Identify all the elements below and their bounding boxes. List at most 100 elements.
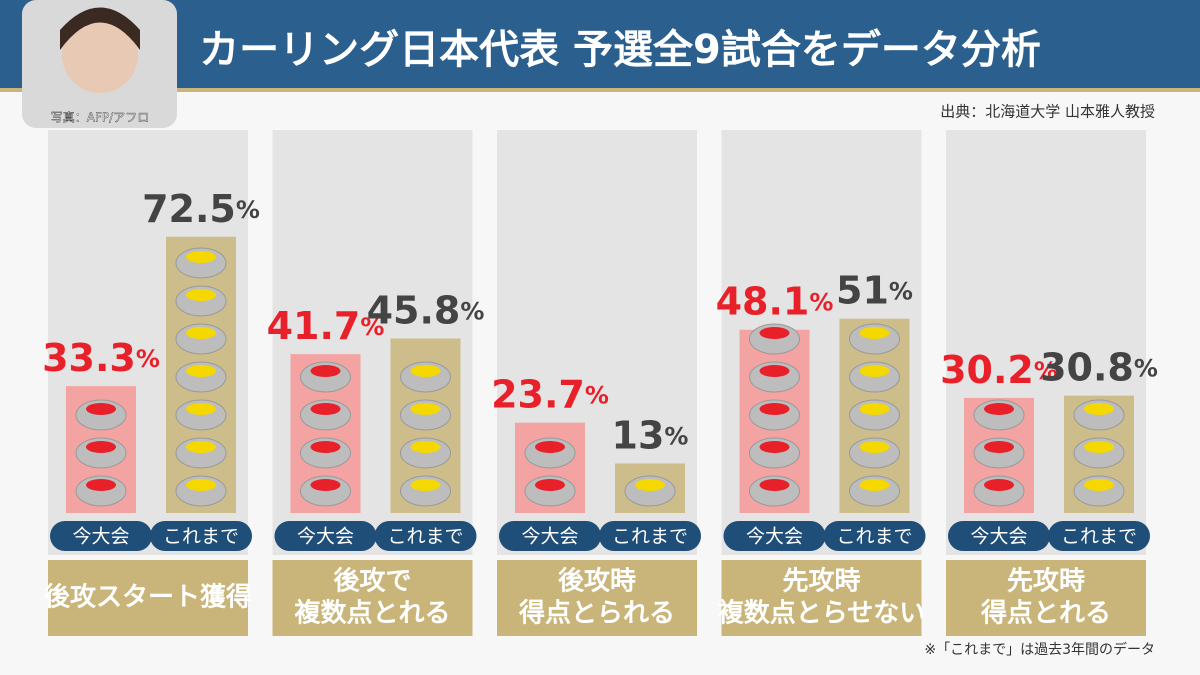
series-pill [50,521,152,551]
value-unit: % [1034,357,1058,385]
photo: 写真：AFP/アフロ [22,0,177,128]
photo-hair [60,7,140,50]
stone-handle [310,441,341,453]
value-unit: % [136,345,160,373]
category-label: 得点とれる [980,598,1111,629]
stone-handle [310,365,341,377]
stone-handle [984,403,1014,415]
series-pill [599,521,701,551]
stone-handle [186,289,216,301]
series-label: 今大会 [72,526,129,548]
value-number: 23.7 [491,372,585,416]
series-label: これまで [1061,526,1137,548]
stone-handle [310,479,341,491]
stone-handle [86,441,116,453]
value-number: 45.8 [367,288,461,332]
stone-handle [186,479,216,491]
series-label: これまで [612,526,688,548]
series-pill [150,521,252,551]
value-unit: % [585,382,609,410]
stone-handle [1084,441,1114,453]
stone-handle [186,327,216,339]
category-box [946,560,1146,636]
stone-handle [410,403,441,415]
stone-handle [759,365,790,377]
stone-handle [186,365,216,377]
stone-handle [186,251,216,263]
value-label: 30.8% [1040,345,1158,389]
value-label: 48.1% [716,279,834,323]
category-label: 後攻スタート獲得 [44,582,252,613]
value-number: 72.5 [142,186,236,230]
stone-handle [859,479,890,491]
stone-handle [410,441,441,453]
value-label: 13% [612,413,689,457]
stone-handle [859,441,890,453]
value-number: 48.1 [716,279,810,323]
photo-face [62,17,138,93]
stones [849,323,900,507]
value-label: 33.3% [42,336,160,380]
series-pill [1048,521,1150,551]
category-box [721,560,922,636]
value-unit: % [889,278,913,306]
category-label: 後攻時 [558,566,636,597]
stone-handle [759,327,790,339]
stones [524,437,576,507]
value-label: 30.2% [940,347,1058,391]
header-rule [0,88,1200,92]
stone-handle [410,479,441,491]
value-number: 41.7 [267,304,361,348]
value-unit: % [664,422,688,450]
category-label: 複数点とらせない [718,598,925,629]
series-label: これまで [836,526,912,548]
stones [624,475,676,507]
stones [75,399,127,507]
stones [400,361,451,507]
stones [973,399,1025,507]
value-unit: % [1134,355,1158,383]
value-label: 41.7% [267,304,385,348]
stones [175,247,227,507]
value-number: 30.2 [940,347,1034,391]
stone-handle [86,479,116,491]
stone-handle [410,365,441,377]
value-label: 72.5% [142,186,260,230]
series-label: 今大会 [970,526,1027,548]
stone-handle [759,403,790,415]
stone-handle [535,441,565,453]
series-pill [499,521,601,551]
value-unit: % [460,298,484,326]
note: ※「これまで」は過去3年間のデータ [924,641,1155,658]
series-pill [374,521,477,551]
value-unit: % [236,196,260,224]
stone-handle [1084,403,1114,415]
stone-handle [186,403,216,415]
stone-handle [759,441,790,453]
series-label: これまで [387,526,463,548]
value-label: 51% [836,268,913,312]
category-box [272,560,473,636]
category-label: 得点とられる [518,598,675,629]
series-pill [723,521,826,551]
stone-handle [86,403,116,415]
series-label: 今大会 [746,526,803,548]
stone-handle [635,479,665,491]
value-unit: % [809,289,833,317]
stone-handle [186,441,216,453]
category-label: 複数点とれる [294,598,450,629]
stones [1073,399,1125,507]
value-number: 51 [836,268,889,312]
value-number: 33.3 [42,336,136,380]
category-label: 後攻で [333,566,411,597]
category-label: 先攻時 [1007,567,1085,597]
category-box [48,560,248,636]
value-unit: % [360,313,384,341]
chart-title: カーリング日本代表 予選全9試合をデータ分析 [199,27,1041,73]
value-label: 45.8% [367,288,485,332]
series-label: 今大会 [521,526,578,548]
series-pill [948,521,1050,551]
stone-handle [535,479,565,491]
stone-handle [310,403,341,415]
series-pill [274,521,377,551]
